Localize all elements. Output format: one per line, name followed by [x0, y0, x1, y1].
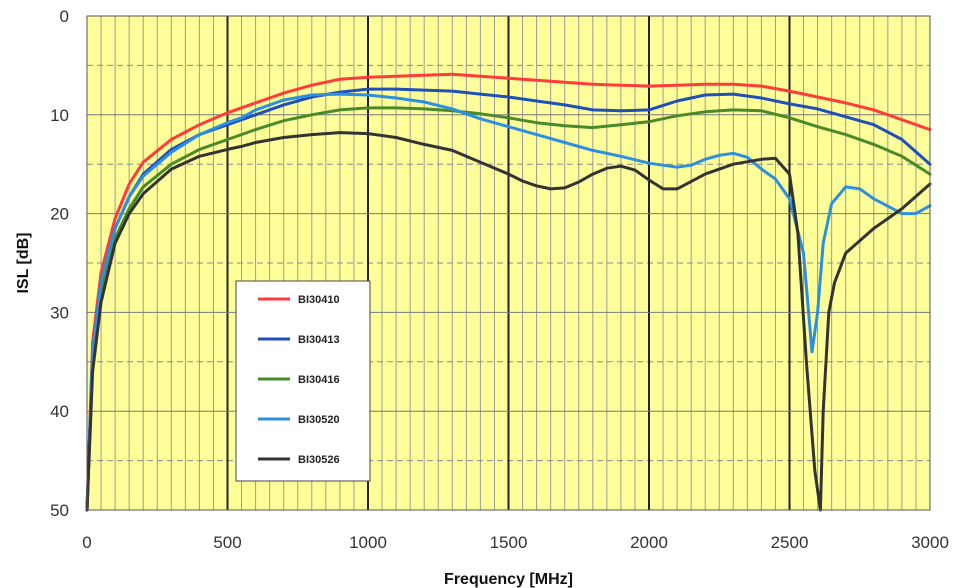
legend-label: BI30526 — [298, 454, 340, 466]
y-tick-label: 10 — [50, 106, 69, 125]
series-line-bi30410 — [85, 72, 932, 512]
y-tick-label: 20 — [50, 205, 69, 224]
legend-label: BI30413 — [298, 334, 340, 346]
plot-frame — [86, 15, 931, 511]
y-tick-label: 0 — [60, 7, 69, 26]
x-tick-label: 0 — [82, 533, 91, 552]
x-tick-label: 1500 — [490, 533, 528, 552]
x-tick-label: 500 — [213, 533, 241, 552]
legend-label: BI30416 — [298, 374, 340, 386]
legend-label: BI30410 — [298, 294, 340, 306]
y-axis-ticks: 0 10 20 30 40 50 — [50, 7, 69, 520]
y-tick-label: 40 — [50, 402, 69, 421]
x-tick-label: 2500 — [771, 533, 809, 552]
x-tick-label: 1000 — [349, 533, 387, 552]
series-line-bi30413 — [85, 87, 932, 512]
x-axis-ticks: 0 500 1000 1500 2000 2500 3000 — [82, 533, 949, 552]
y-tick-label: 30 — [50, 303, 69, 322]
series-line-bi30526 — [85, 131, 932, 512]
x-tick-label: 2000 — [630, 533, 668, 552]
series-line-bi30520 — [85, 92, 932, 512]
x-tick-label: 3000 — [911, 533, 949, 552]
series-layer — [85, 72, 932, 512]
legend-box — [235, 280, 371, 482]
legend-label: BI30520 — [298, 414, 340, 426]
y-tick-label: 50 — [50, 501, 69, 520]
x-axis-title: Frequency [MHz] — [444, 571, 573, 588]
legend: BI30410 BI30413 BI30416 BI30520 BI30526 — [235, 280, 371, 482]
y-axis-title: ISL [dB] — [15, 232, 32, 293]
